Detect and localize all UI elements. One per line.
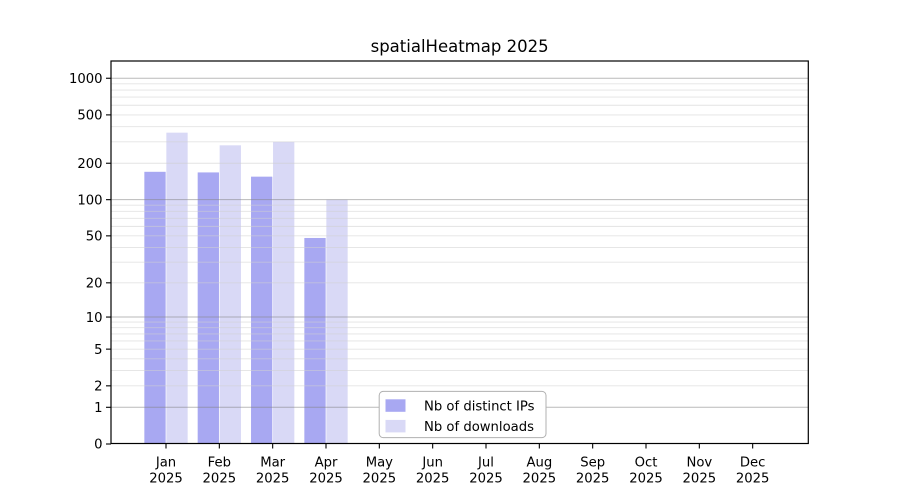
x-tick-label-month-nov: Nov <box>686 456 712 471</box>
y-tick-label-1: 1 <box>94 401 102 416</box>
x-tick-label-year-feb: 2025 <box>203 472 237 487</box>
y-tick-label-100: 100 <box>77 193 102 208</box>
x-tick-label-month-aug: Aug <box>526 456 552 471</box>
y-tick-label-10: 10 <box>86 311 103 326</box>
y-tick-label-0: 0 <box>94 438 102 453</box>
x-tick-label-year-oct: 2025 <box>629 472 663 487</box>
x-tick-label-year-nov: 2025 <box>683 472 717 487</box>
y-tick-label-1000: 1000 <box>69 72 103 87</box>
y-tick-label-200: 200 <box>77 157 102 172</box>
x-tick-label-month-oct: Oct <box>635 456 658 471</box>
legend-swatch-downloads <box>385 419 406 433</box>
x-tick-label-month-jun: Jun <box>421 456 443 471</box>
bar-distinct-ips-mar <box>251 176 273 444</box>
x-tick-label-year-jun: 2025 <box>416 472 450 487</box>
x-tick-label-month-jul: Jul <box>477 456 494 471</box>
x-tick-label-month-feb: Feb <box>208 456 231 471</box>
bar-downloads-jan <box>166 132 188 444</box>
x-tick-label-year-mar: 2025 <box>256 472 290 487</box>
y-tick-label-20: 20 <box>86 277 103 292</box>
y-tick-label-50: 50 <box>86 230 103 245</box>
x-tick-label-month-may: May <box>366 456 393 471</box>
bar-distinct-ips-feb <box>197 172 219 444</box>
chart-title: spatialHeatmap 2025 <box>371 37 549 56</box>
y-tick-label-2: 2 <box>94 380 102 395</box>
x-tick-label-month-apr: Apr <box>315 456 338 471</box>
x-tick-label-year-aug: 2025 <box>523 472 557 487</box>
bar-downloads-mar <box>273 141 295 444</box>
legend: Nb of distinct IPs Nb of downloads <box>378 390 547 439</box>
bar-distinct-ips-jan <box>144 171 166 444</box>
x-tick-label-year-sep: 2025 <box>576 472 610 487</box>
x-tick-label-month-jan: Jan <box>155 456 176 471</box>
x-tick-label-year-apr: 2025 <box>309 472 343 487</box>
x-tick-label-month-sep: Sep <box>580 456 605 471</box>
plot-border <box>110 60 809 445</box>
x-tick-label-month-mar: Mar <box>260 456 285 471</box>
x-tick-label-year-jan: 2025 <box>149 472 183 487</box>
bar-downloads-apr <box>326 199 348 444</box>
legend-box <box>378 390 547 439</box>
y-tick-label-500: 500 <box>77 109 102 124</box>
x-tick-label-year-may: 2025 <box>363 472 397 487</box>
x-tick-label-month-dec: Dec <box>740 456 766 471</box>
x-tick-label-year-jul: 2025 <box>469 472 503 487</box>
bar-downloads-feb <box>219 145 241 444</box>
x-tick-label-year-dec: 2025 <box>736 472 770 487</box>
y-tick-label-5: 5 <box>94 343 102 358</box>
legend-label-distinct-ips: Nb of distinct IPs <box>424 400 535 415</box>
legend-label-downloads: Nb of downloads <box>424 420 534 435</box>
legend-swatch-distinct-ips <box>385 399 406 412</box>
